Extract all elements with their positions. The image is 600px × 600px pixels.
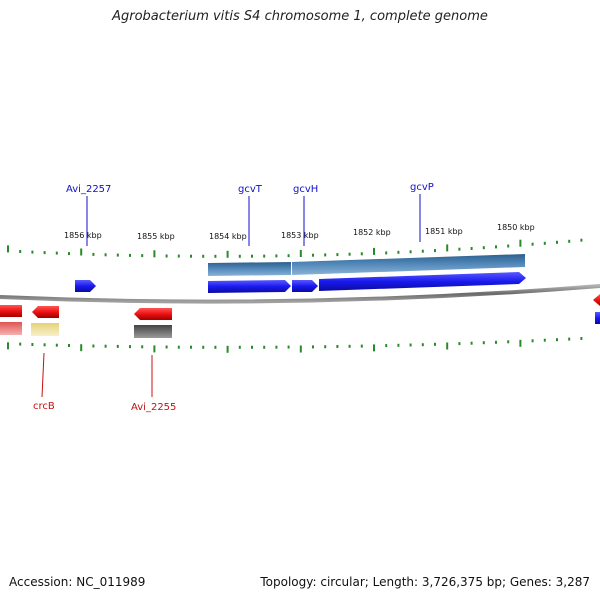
gene-arrow-avi-2257[interactable] bbox=[75, 280, 96, 292]
gene-arrow-crcB[interactable] bbox=[32, 306, 59, 318]
outer-tick-ring bbox=[7, 238, 583, 258]
gene-arrow-edge-reverse[interactable] bbox=[0, 305, 22, 317]
genome-summary-text: Topology: circular; Length: 3,726,375 bp… bbox=[260, 575, 590, 589]
genome-backbone bbox=[0, 284, 600, 304]
cog-feature-avi-2255[interactable] bbox=[134, 325, 172, 338]
scale-label-1853: 1853 kbp bbox=[281, 231, 319, 240]
gene-label-crcB[interactable]: crcB bbox=[33, 401, 55, 412]
cog-feature-edge-left[interactable] bbox=[0, 322, 22, 335]
scale-label-1850: 1850 kbp bbox=[497, 223, 535, 232]
scale-label-1856: 1856 kbp bbox=[64, 231, 102, 240]
leader-crcB bbox=[41, 352, 45, 398]
cog-feature-crcB[interactable] bbox=[31, 323, 59, 336]
gene-label-avi-2255[interactable]: Avi_2255 bbox=[131, 402, 176, 413]
gene-label-gcvH[interactable]: gcvH bbox=[293, 184, 318, 195]
cog-feature-gcvT[interactable] bbox=[208, 262, 291, 276]
gene-label-gcvT[interactable]: gcvT bbox=[238, 184, 263, 195]
scale-label-1851: 1851 kbp bbox=[425, 227, 463, 236]
gene-arrow-edge-right-reverse[interactable] bbox=[593, 294, 600, 306]
inner-tick-ring bbox=[7, 337, 583, 353]
gene-arrow-avi-2255[interactable] bbox=[134, 308, 172, 320]
gene-label-gcvP[interactable]: gcvP bbox=[410, 182, 434, 193]
scale-label-1855: 1855 kbp bbox=[137, 232, 175, 241]
gene-arrow-gcvH[interactable] bbox=[292, 280, 318, 292]
gene-arrow-gcvT[interactable] bbox=[208, 280, 291, 293]
accession-text: Accession: NC_011989 bbox=[9, 575, 146, 589]
gene-arrow-edge-forward[interactable] bbox=[595, 312, 600, 324]
gene-arrow-gcvP[interactable] bbox=[319, 272, 526, 291]
gene-label-avi-2257[interactable]: Avi_2257 bbox=[66, 184, 111, 195]
scale-label-1852: 1852 kbp bbox=[353, 228, 391, 237]
scale-label-1854: 1854 kbp bbox=[209, 232, 247, 241]
map-title: Agrobacterium vitis S4 chromosome 1, com… bbox=[112, 9, 488, 24]
cog-feature-gcvH-gcvP[interactable] bbox=[292, 254, 525, 275]
